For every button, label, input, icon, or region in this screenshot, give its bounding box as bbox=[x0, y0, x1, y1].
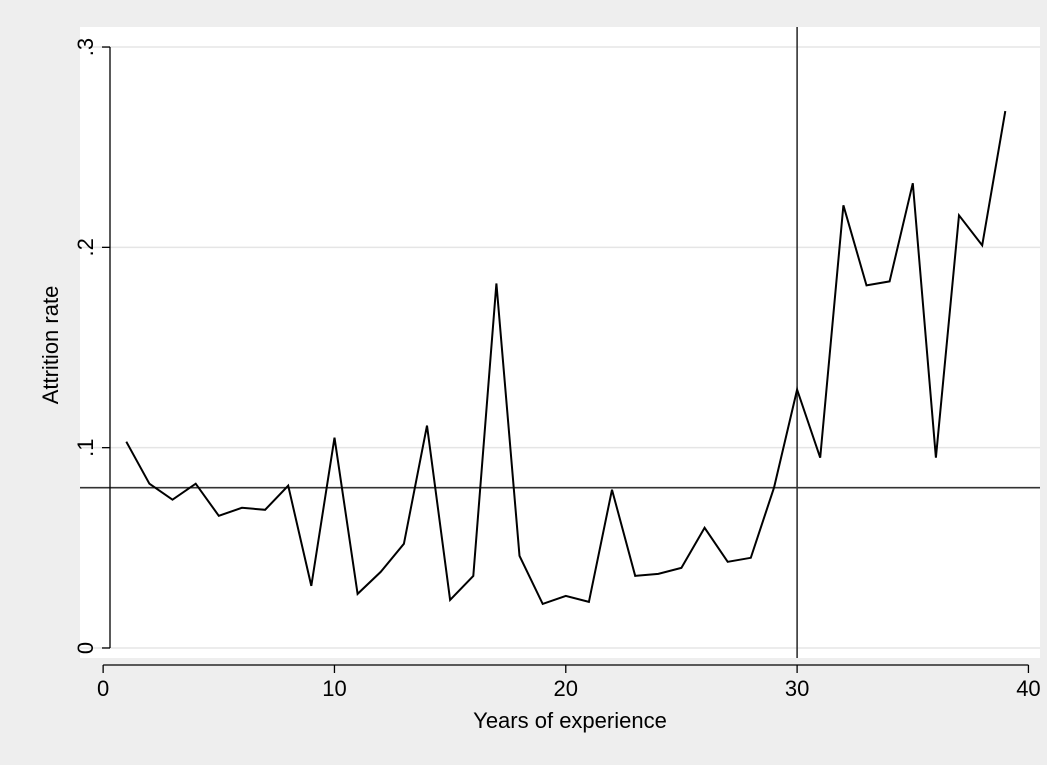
x-tick-label: 10 bbox=[322, 676, 346, 701]
y-tick-label: .2 bbox=[73, 238, 98, 256]
y-tick-label: .1 bbox=[73, 438, 98, 456]
x-axis: 0 10 20 30 40 bbox=[97, 664, 1041, 701]
y-axis-title: Attrition rate bbox=[38, 286, 63, 405]
x-tick-label: 40 bbox=[1016, 676, 1040, 701]
y-tick-label: .3 bbox=[73, 38, 98, 56]
x-tick-label: 20 bbox=[554, 676, 578, 701]
grid-lines bbox=[80, 46, 1040, 649]
series-group bbox=[125, 110, 1007, 606]
reference-lines bbox=[80, 27, 1040, 658]
x-tick-label: 30 bbox=[785, 676, 809, 701]
plot-area bbox=[80, 27, 1040, 658]
x-tick-label: 0 bbox=[97, 676, 109, 701]
x-axis-title: Years of experience bbox=[473, 708, 667, 733]
y-axis: 0 .1 .2 .3 bbox=[73, 38, 111, 654]
y-tick-label: 0 bbox=[73, 642, 98, 654]
series-line bbox=[125, 110, 1007, 606]
